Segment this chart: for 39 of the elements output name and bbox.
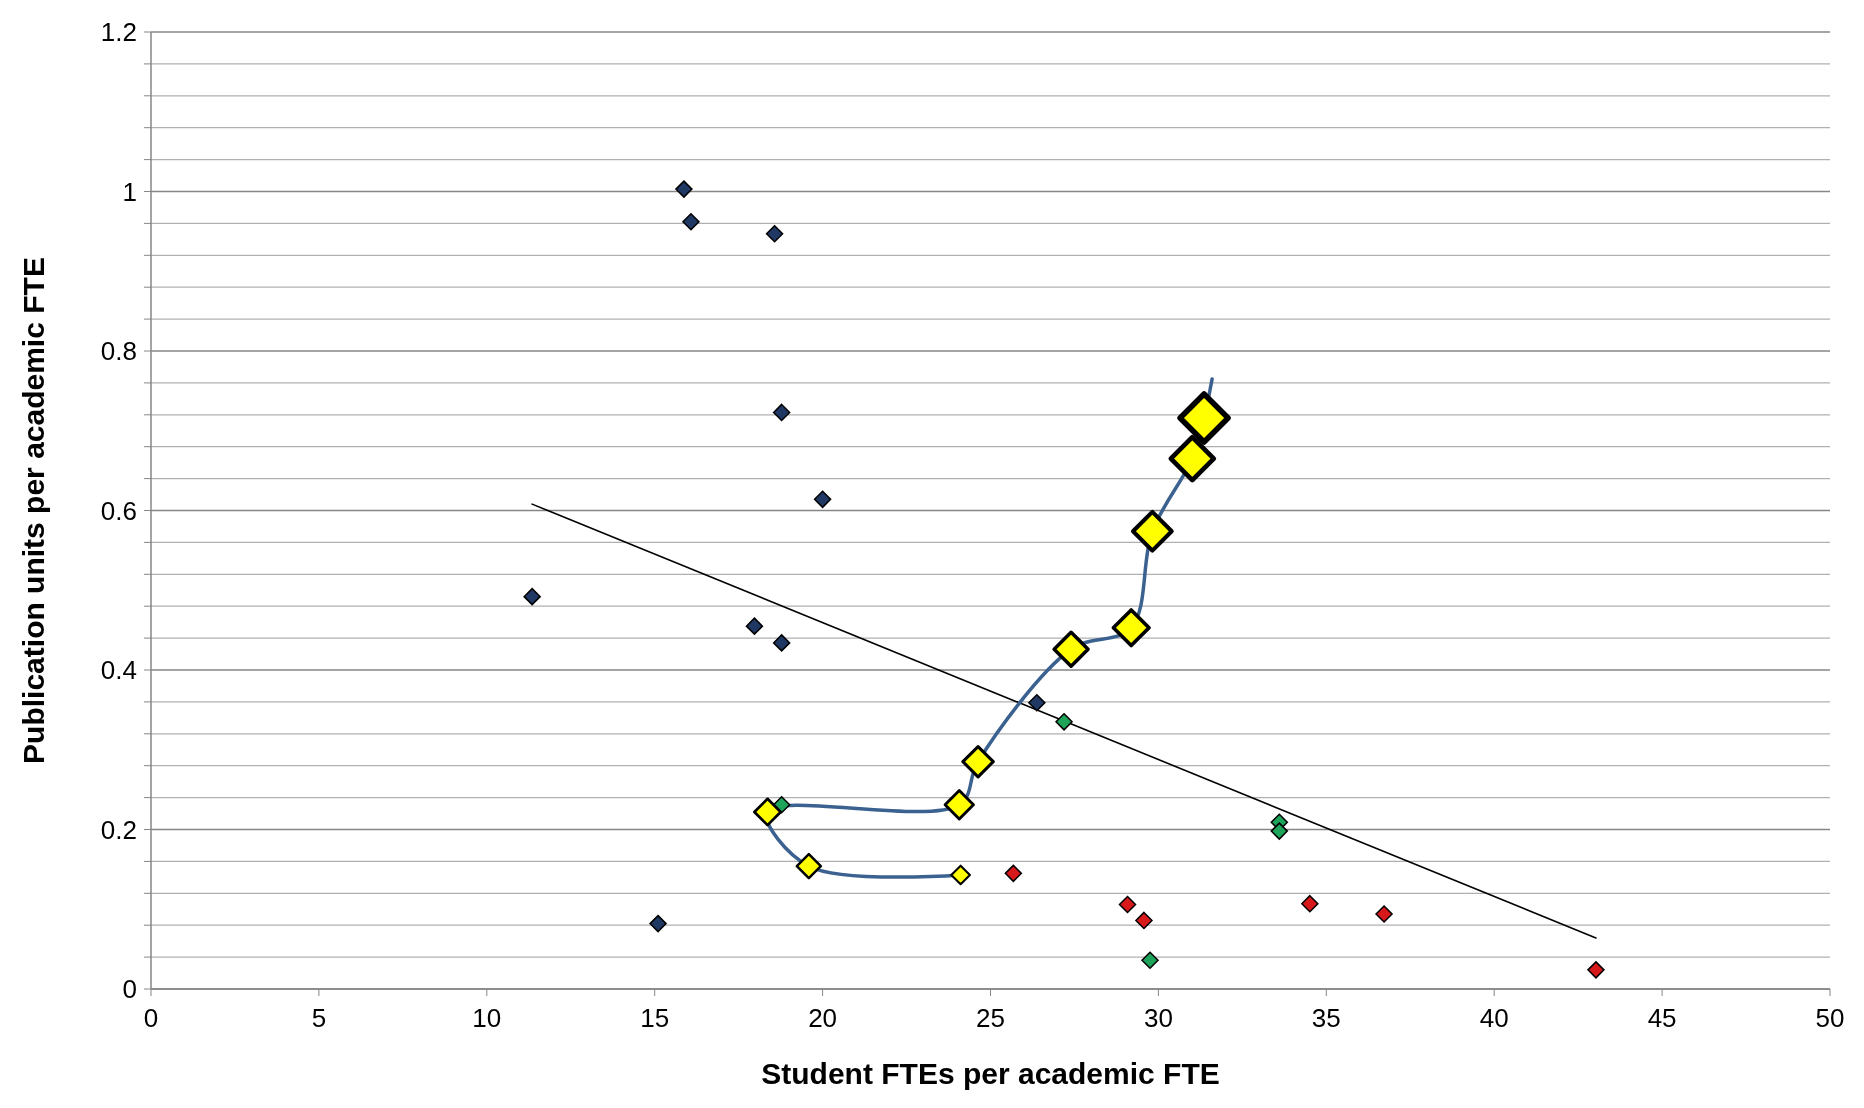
y-tick-label: 0.6 <box>100 495 137 526</box>
point <box>1118 895 1137 914</box>
point <box>1055 713 1073 731</box>
point <box>745 617 764 635</box>
x-tick-label: 45 <box>1647 1003 1677 1033</box>
point <box>1270 822 1289 840</box>
y-tick-label: 0.8 <box>100 336 137 367</box>
point <box>1004 864 1023 883</box>
point <box>523 587 541 606</box>
x-tick-label: 40 <box>1479 1003 1509 1033</box>
x-tick-label: 0 <box>143 1003 159 1033</box>
point <box>813 490 832 509</box>
point <box>1028 693 1046 712</box>
x-tick-label: 15 <box>640 1003 670 1033</box>
point <box>1375 905 1393 923</box>
y-tick-label: 0.2 <box>100 814 137 845</box>
y-tick-label: 0.4 <box>100 655 137 686</box>
x-tick-label: 25 <box>976 1003 1005 1033</box>
point <box>1301 894 1319 913</box>
point <box>1135 911 1153 930</box>
x-tick-label: 30 <box>1143 1003 1173 1033</box>
point <box>1587 961 1605 979</box>
point <box>1141 951 1159 970</box>
point <box>765 225 784 243</box>
x-axis-title: Student FTEs per academic FTE <box>761 1057 1220 1090</box>
x-tick-label: 5 <box>311 1003 327 1033</box>
x-tick-label: 10 <box>472 1003 502 1033</box>
x-tick-label: 35 <box>1311 1003 1341 1033</box>
x-tick-label: 50 <box>1815 1003 1845 1033</box>
x-tick-label: 20 <box>808 1003 838 1033</box>
y-axis-title: Publication units per academic FTE <box>17 257 50 764</box>
y-tick-label: 0 <box>122 974 137 1005</box>
y-tick-label: 1.2 <box>100 17 137 48</box>
point <box>682 213 700 231</box>
point <box>649 914 667 933</box>
point <box>772 634 791 652</box>
point <box>675 180 693 198</box>
y-tick-label: 1 <box>122 176 137 207</box>
point <box>772 403 791 422</box>
